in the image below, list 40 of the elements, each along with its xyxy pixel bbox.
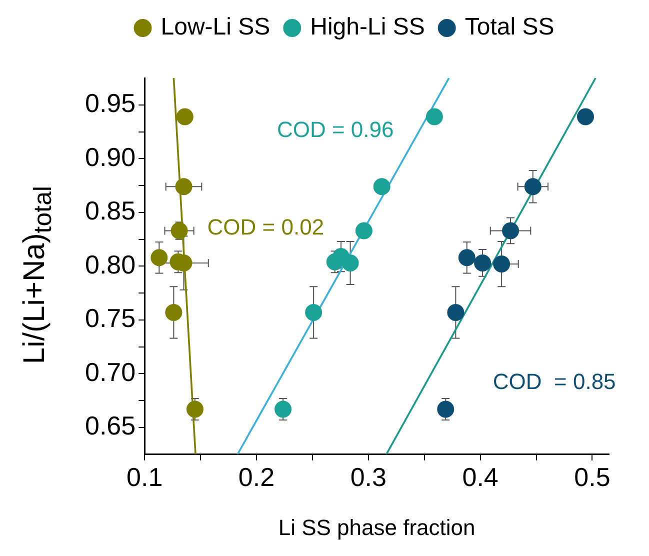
y-tick-label: 0.80 — [84, 249, 136, 280]
point — [326, 253, 344, 270]
point — [577, 108, 594, 126]
point — [186, 400, 204, 418]
point — [305, 304, 322, 321]
x-tick-label: 0.3 — [350, 462, 386, 492]
point — [447, 304, 464, 321]
annotation: COD = 0.02 — [207, 214, 324, 240]
y-tick-label: 0.95 — [84, 88, 136, 118]
y-tick-label: 0.75 — [84, 303, 136, 334]
point — [355, 222, 372, 240]
y-tick-label: 0.70 — [84, 356, 136, 387]
point — [426, 108, 443, 126]
y-tick-label: 0.65 — [84, 410, 136, 441]
point — [458, 249, 476, 266]
x-tick-label: 0.2 — [238, 462, 275, 492]
point — [176, 108, 194, 126]
point — [373, 178, 390, 196]
legend-label: Low-Li SS — [160, 14, 270, 41]
y-tick-label: 0.90 — [84, 142, 136, 172]
annotation: COD = 0.96 — [276, 116, 394, 142]
x-axis-title: Li SS phase fraction — [278, 514, 476, 540]
x-tick-label: 0.1 — [126, 462, 163, 492]
point — [342, 254, 359, 272]
point — [493, 256, 510, 273]
point — [474, 254, 492, 272]
point — [150, 249, 168, 266]
annotation: COD = 0.85 — [492, 368, 616, 394]
point — [502, 222, 520, 240]
point — [524, 178, 542, 196]
x-tick-label: 0.5 — [574, 462, 610, 492]
legend-label: Total SS — [464, 14, 554, 41]
legend-label: High-Li SS — [310, 14, 425, 41]
x-tick-label: 0.4 — [462, 462, 498, 492]
point — [170, 222, 188, 240]
point — [274, 400, 292, 418]
point — [175, 178, 192, 196]
y-tick-label: 0.85 — [84, 196, 136, 226]
point — [165, 304, 182, 321]
point — [437, 400, 454, 418]
